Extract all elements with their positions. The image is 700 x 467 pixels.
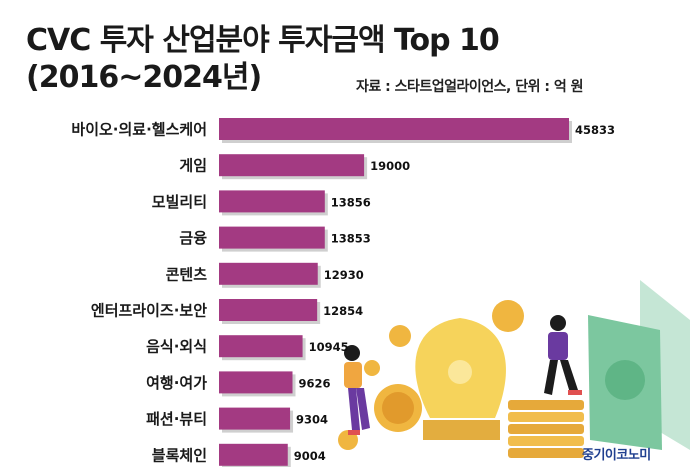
category-label-2: 모빌리티 [152, 193, 207, 211]
brand-logo: 중기이코노미 [582, 448, 651, 463]
bar-7 [219, 371, 293, 394]
chart-title-line2: (2016~2024년) [26, 60, 262, 95]
coin-icon-small [389, 325, 411, 347]
bar-0 [219, 118, 569, 140]
bars-group: 바이오·의료·헬스케어 45833 게임 19000 모빌리티 13856 금융 13853 콘… [71, 118, 615, 467]
value-label-0: 45833 [575, 123, 615, 137]
category-label-1: 게임 [179, 157, 207, 175]
bar-9 [219, 443, 288, 466]
lightbulb-base-icon [423, 420, 500, 440]
bar-3 [219, 226, 325, 249]
category-label-8: 패션·뷰티 [146, 410, 207, 428]
category-label-9: 블록체인 [152, 446, 207, 464]
lightbulb-glow-icon [448, 360, 472, 384]
value-label-8: 9304 [296, 413, 328, 427]
decorative-illustration [338, 280, 690, 458]
category-label-7: 여행·여가 [146, 374, 207, 392]
category-label-6: 음식·외식 [146, 338, 207, 356]
category-label-3: 금융 [179, 229, 207, 247]
bar-6 [219, 335, 303, 358]
category-label-0: 바이오·의료·헬스케어 [71, 121, 207, 139]
chart-title: CVC 투자 산업분야 투자금액 Top 10 (2016~2024년) [26, 22, 500, 96]
bar-2 [219, 190, 325, 213]
value-label-3: 13853 [331, 232, 371, 246]
bar-5 [219, 299, 318, 321]
category-label-5: 엔터프라이즈·보안 [91, 302, 207, 320]
bar-4 [219, 262, 318, 285]
bar-1 [219, 154, 365, 177]
value-label-5: 12854 [323, 304, 363, 318]
coin-stack-icon [508, 400, 584, 458]
value-label-7: 9626 [299, 376, 331, 390]
value-label-6: 10945 [309, 340, 349, 354]
value-label-4: 12930 [324, 268, 364, 282]
person-man-icon [544, 315, 582, 395]
coin-icon-medium [492, 300, 524, 332]
value-label-2: 13856 [331, 195, 371, 209]
bar-8 [219, 407, 291, 430]
person-woman-icon [344, 345, 370, 435]
value-label-9: 9004 [294, 449, 326, 463]
coin-icon-large-inner [382, 392, 414, 424]
dollar-coin-icon-bill [605, 360, 645, 400]
coin-icon-small-2 [364, 360, 380, 376]
category-label-4: 콘텐츠 [166, 265, 208, 283]
value-label-1: 19000 [370, 159, 410, 173]
chart-title-line1: CVC 투자 산업분야 투자금액 Top 10 [26, 23, 500, 58]
source-note: 자료 : 스타트업얼라이언스, 단위 : 억 원 [356, 79, 583, 95]
